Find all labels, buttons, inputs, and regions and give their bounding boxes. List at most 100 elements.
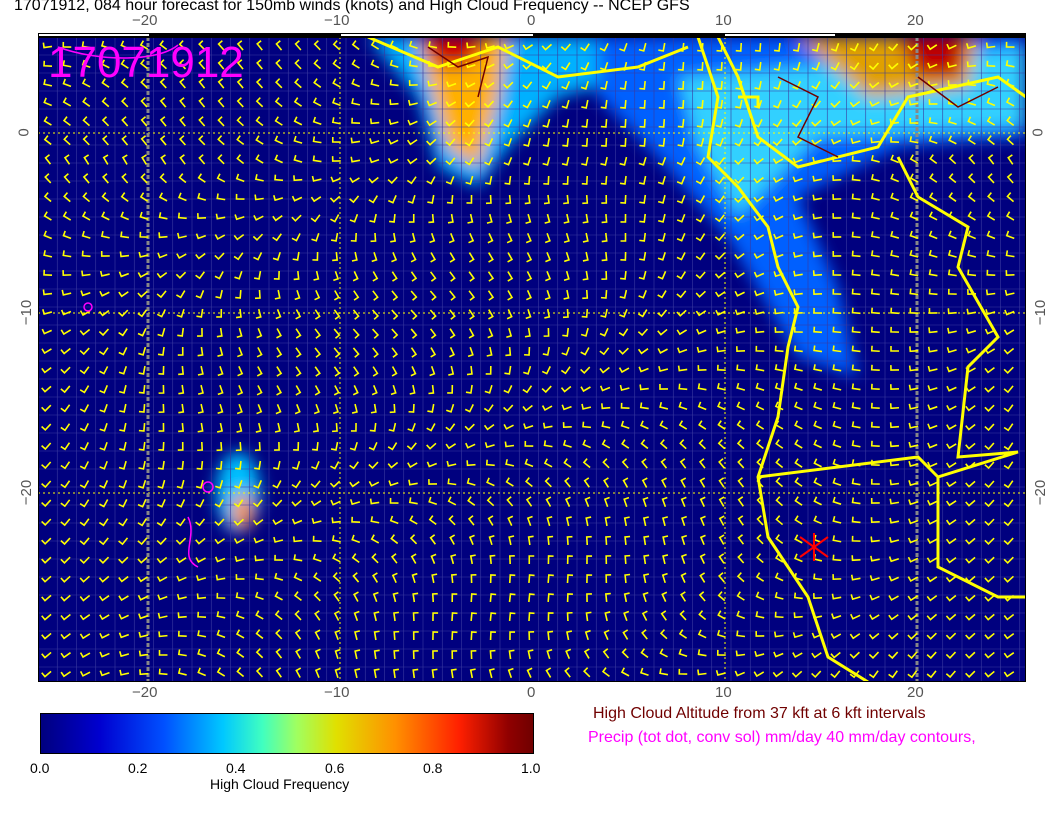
wind-barb [508, 554, 515, 565]
wind-barb [295, 347, 302, 358]
wind-barb [832, 213, 842, 219]
wind-barb [451, 593, 458, 603]
wind-barb [734, 252, 745, 260]
wind-barb [291, 214, 302, 222]
wind-barb [680, 591, 687, 602]
wind-barb [178, 135, 187, 146]
wind-barb [331, 156, 341, 162]
wind-barb [349, 195, 360, 204]
wind-barb [773, 631, 784, 638]
wind-barb [195, 575, 207, 582]
colorbar [40, 713, 534, 754]
wind-barb [851, 231, 861, 239]
wind-barb [620, 118, 627, 128]
wind-barb [138, 441, 146, 451]
wind-barb [641, 458, 648, 469]
wind-barb [986, 250, 996, 258]
wind-barb [484, 175, 493, 185]
wind-barb [696, 328, 707, 335]
wind-barb [197, 422, 204, 433]
wind-barb [273, 270, 280, 280]
wind-barb [561, 346, 570, 356]
wind-barb [736, 364, 746, 372]
wind-barb [198, 59, 206, 70]
wind-barb [467, 496, 476, 506]
wind-barb [695, 290, 706, 298]
wind-barb [41, 613, 52, 621]
wind-barb [353, 591, 359, 602]
wind-barb [466, 460, 476, 467]
wind-barb [98, 309, 110, 317]
wind-barb [506, 496, 514, 507]
wind-barb [522, 385, 533, 394]
wind-barb [965, 423, 976, 431]
wind-barb [832, 307, 842, 315]
wind-barb [449, 534, 456, 545]
wind-barb [563, 458, 572, 468]
wind-barb [137, 556, 148, 564]
wind-barb [99, 651, 110, 658]
x-tick-top: −20 [132, 12, 158, 29]
wind-barb [118, 613, 129, 620]
wind-barb [946, 347, 957, 354]
wind-barb [294, 59, 302, 70]
wind-barb [774, 553, 784, 563]
wind-barb [158, 441, 165, 451]
wind-barb [868, 43, 879, 52]
wind-barb [563, 232, 570, 244]
wind-barb [503, 156, 513, 166]
wind-barb [412, 649, 419, 660]
wind-barb [773, 61, 782, 71]
wind-barb [138, 479, 147, 489]
wind-barb [156, 271, 168, 279]
wind-barb [851, 535, 861, 542]
wind-barb [215, 213, 226, 220]
wind-barb [677, 80, 685, 90]
wind-barb [137, 499, 147, 508]
wind-barb [175, 271, 187, 279]
wind-barb [138, 251, 149, 258]
wind-barb [216, 308, 223, 318]
wind-barb [984, 575, 995, 583]
wind-barb [426, 120, 437, 127]
wind-barb [737, 477, 745, 488]
wind-barb [447, 384, 454, 394]
wind-barb [214, 271, 224, 280]
wind-barb [43, 250, 53, 258]
wind-barb [156, 576, 168, 583]
wind-barb [755, 420, 765, 430]
wind-barb [601, 667, 610, 678]
wind-barb [506, 309, 513, 320]
wind-barb [792, 157, 803, 164]
wind-barb [273, 195, 284, 202]
wind-barb [793, 270, 803, 277]
wind-barb [176, 232, 187, 239]
wind-barb [353, 366, 360, 377]
wind-barb [310, 214, 321, 223]
wind-barb [292, 536, 303, 543]
wind-barb [137, 309, 148, 318]
wind-barb [907, 537, 919, 544]
wind-barb [79, 442, 89, 451]
wind-barb [484, 138, 494, 147]
wind-barb [541, 405, 553, 412]
wind-barb [736, 572, 745, 583]
wind-barb [445, 157, 456, 166]
wind-barb [368, 195, 379, 204]
wind-barb [948, 173, 957, 184]
wind-barb [560, 43, 571, 52]
wind-barb [370, 232, 377, 243]
wind-barb [984, 480, 995, 489]
wind-barb [908, 99, 919, 106]
wind-barb [541, 43, 553, 51]
wind-barb [965, 632, 976, 640]
wind-barb [101, 135, 109, 146]
wind-barb [349, 213, 359, 223]
wind-barb [81, 270, 91, 277]
wind-barb [196, 460, 204, 470]
wind-barb [429, 534, 437, 545]
wind-barb [522, 81, 533, 90]
wind-barb [506, 327, 513, 339]
wind-barb [986, 269, 996, 276]
wind-barb [118, 460, 127, 470]
